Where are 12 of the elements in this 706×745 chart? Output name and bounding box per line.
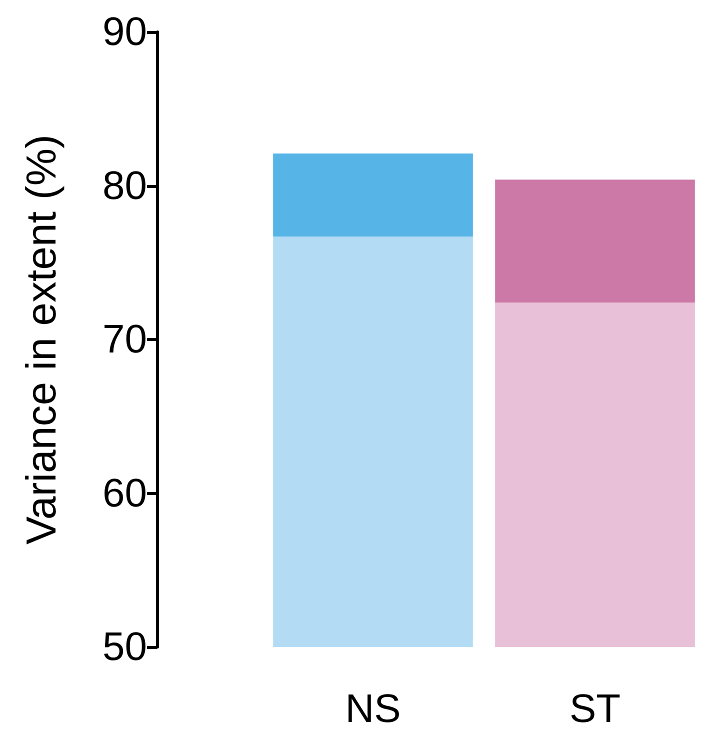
y-axis-title: Variance in extent (%) <box>18 134 64 545</box>
bar <box>273 236 473 647</box>
y-tick-label: 70 <box>102 318 147 362</box>
bar <box>273 153 473 236</box>
y-tick-label: 50 <box>102 625 147 669</box>
y-tick-label: 80 <box>102 164 147 208</box>
y-tick-label: 60 <box>102 471 147 516</box>
bar <box>495 180 695 303</box>
x-tick-label: ST <box>569 687 621 731</box>
x-tick-label: NS <box>345 687 401 731</box>
bar <box>495 302 695 647</box>
y-tick-label: 90 <box>102 10 147 54</box>
